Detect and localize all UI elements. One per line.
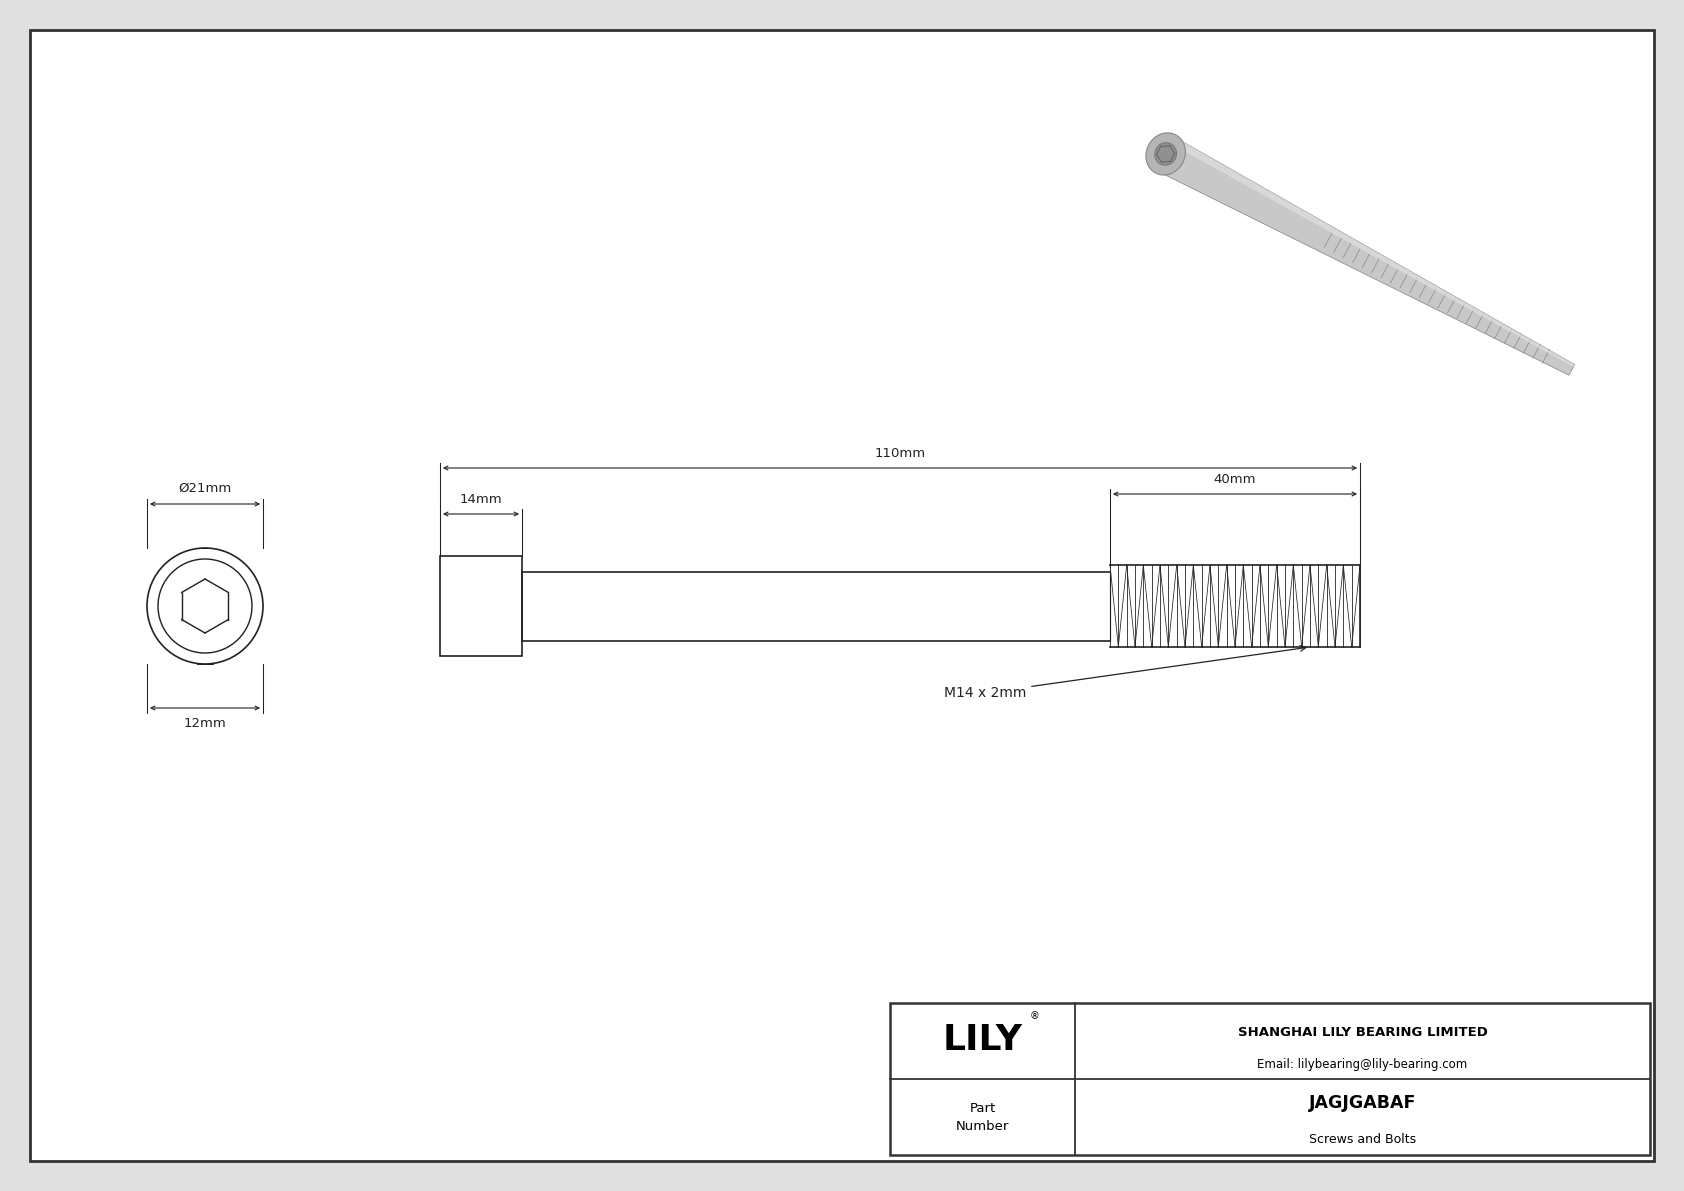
Text: JAGJGABAF: JAGJGABAF <box>1308 1095 1416 1112</box>
Text: LILY: LILY <box>943 1023 1022 1058</box>
Text: Screws and Bolts: Screws and Bolts <box>1308 1134 1416 1146</box>
Text: 12mm: 12mm <box>184 717 226 730</box>
Bar <box>891 1003 1650 1155</box>
Text: Part
Number: Part Number <box>957 1102 1009 1133</box>
Text: 14mm: 14mm <box>460 493 502 506</box>
Text: ®: ® <box>1029 1011 1039 1021</box>
Circle shape <box>147 548 263 665</box>
Text: Ø21mm: Ø21mm <box>179 482 232 495</box>
Text: Email: lilybearing@lily-bearing.com: Email: lilybearing@lily-bearing.com <box>1258 1058 1468 1071</box>
Ellipse shape <box>1145 133 1186 175</box>
Polygon shape <box>1157 137 1575 375</box>
Text: 110mm: 110mm <box>874 447 926 460</box>
Ellipse shape <box>1155 143 1177 166</box>
Text: 40mm: 40mm <box>1214 473 1256 486</box>
Bar <box>440 556 522 656</box>
Text: SHANGHAI LILY BEARING LIMITED: SHANGHAI LILY BEARING LIMITED <box>1238 1027 1487 1039</box>
Text: M14 x 2mm: M14 x 2mm <box>943 646 1305 700</box>
Polygon shape <box>1170 137 1575 367</box>
